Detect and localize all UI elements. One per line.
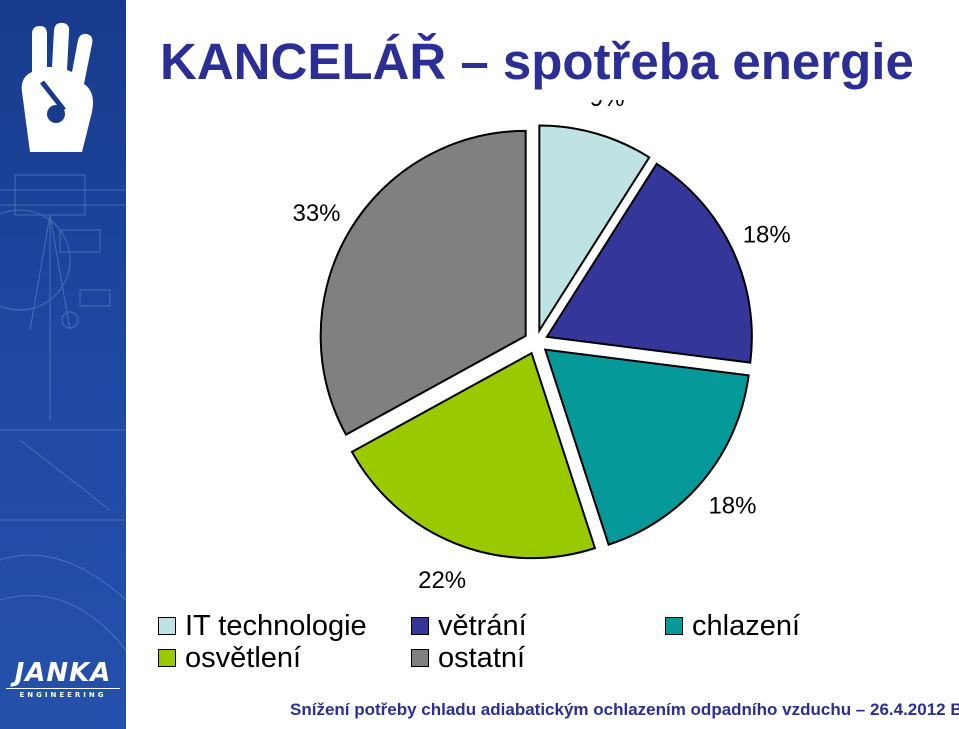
pie-slice-vetrani [545,162,753,364]
legend-label: osvětlení [185,642,302,674]
pie-label-chlazeni: 18% [708,493,756,520]
hand-logo-icon [21,22,93,153]
brand-logo: JANKA ENGINEERING [6,660,120,699]
pie-label-osvetleni: 22% [418,567,466,594]
legend-item-ostatni: ostatní [411,643,525,673]
page-title: KANCELÁŘ – spotřeba energie [160,33,914,90]
pie-slice-ostatni [319,129,527,437]
pie-label-vetrani: 18% [743,221,791,248]
pie-label-ostatni: 33% [292,200,340,227]
legend-swatch [158,617,176,635]
legend-item-osvetleni: osvětlení [158,643,301,673]
legend-swatch [158,649,176,667]
pie-label-it-technologie: 9% [590,100,625,112]
sidebar-decoration: JANKA ENGINEERING [0,0,126,729]
technical-drawing-background [0,174,126,651]
legend-item-vetrani: větrání [411,611,527,641]
legend-item-it-technologie: IT technologie [158,611,367,641]
legend-swatch [411,649,429,667]
legend-label: ostatní [438,642,526,674]
legend-swatch [665,617,683,635]
legend-item-chlazeni: chlazení [665,611,800,641]
legend-label: IT technologie [185,610,367,642]
pie-slice-it-technologie [538,124,651,334]
pie-chart: 9% 18% 18% 22% 33% [292,100,791,594]
footer-text: Snížení potřeby chladu adiabatickým ochl… [290,700,959,719]
legend-label: větrání [438,610,527,642]
brand-name: JANKA [14,658,112,688]
legend-swatch [411,617,429,635]
pie-slice-osvetleni [350,351,597,560]
pie-slice-chlazeni [543,348,750,546]
brand-subtitle: ENGINEERING [6,688,120,699]
legend-label: chlazení [692,610,801,642]
